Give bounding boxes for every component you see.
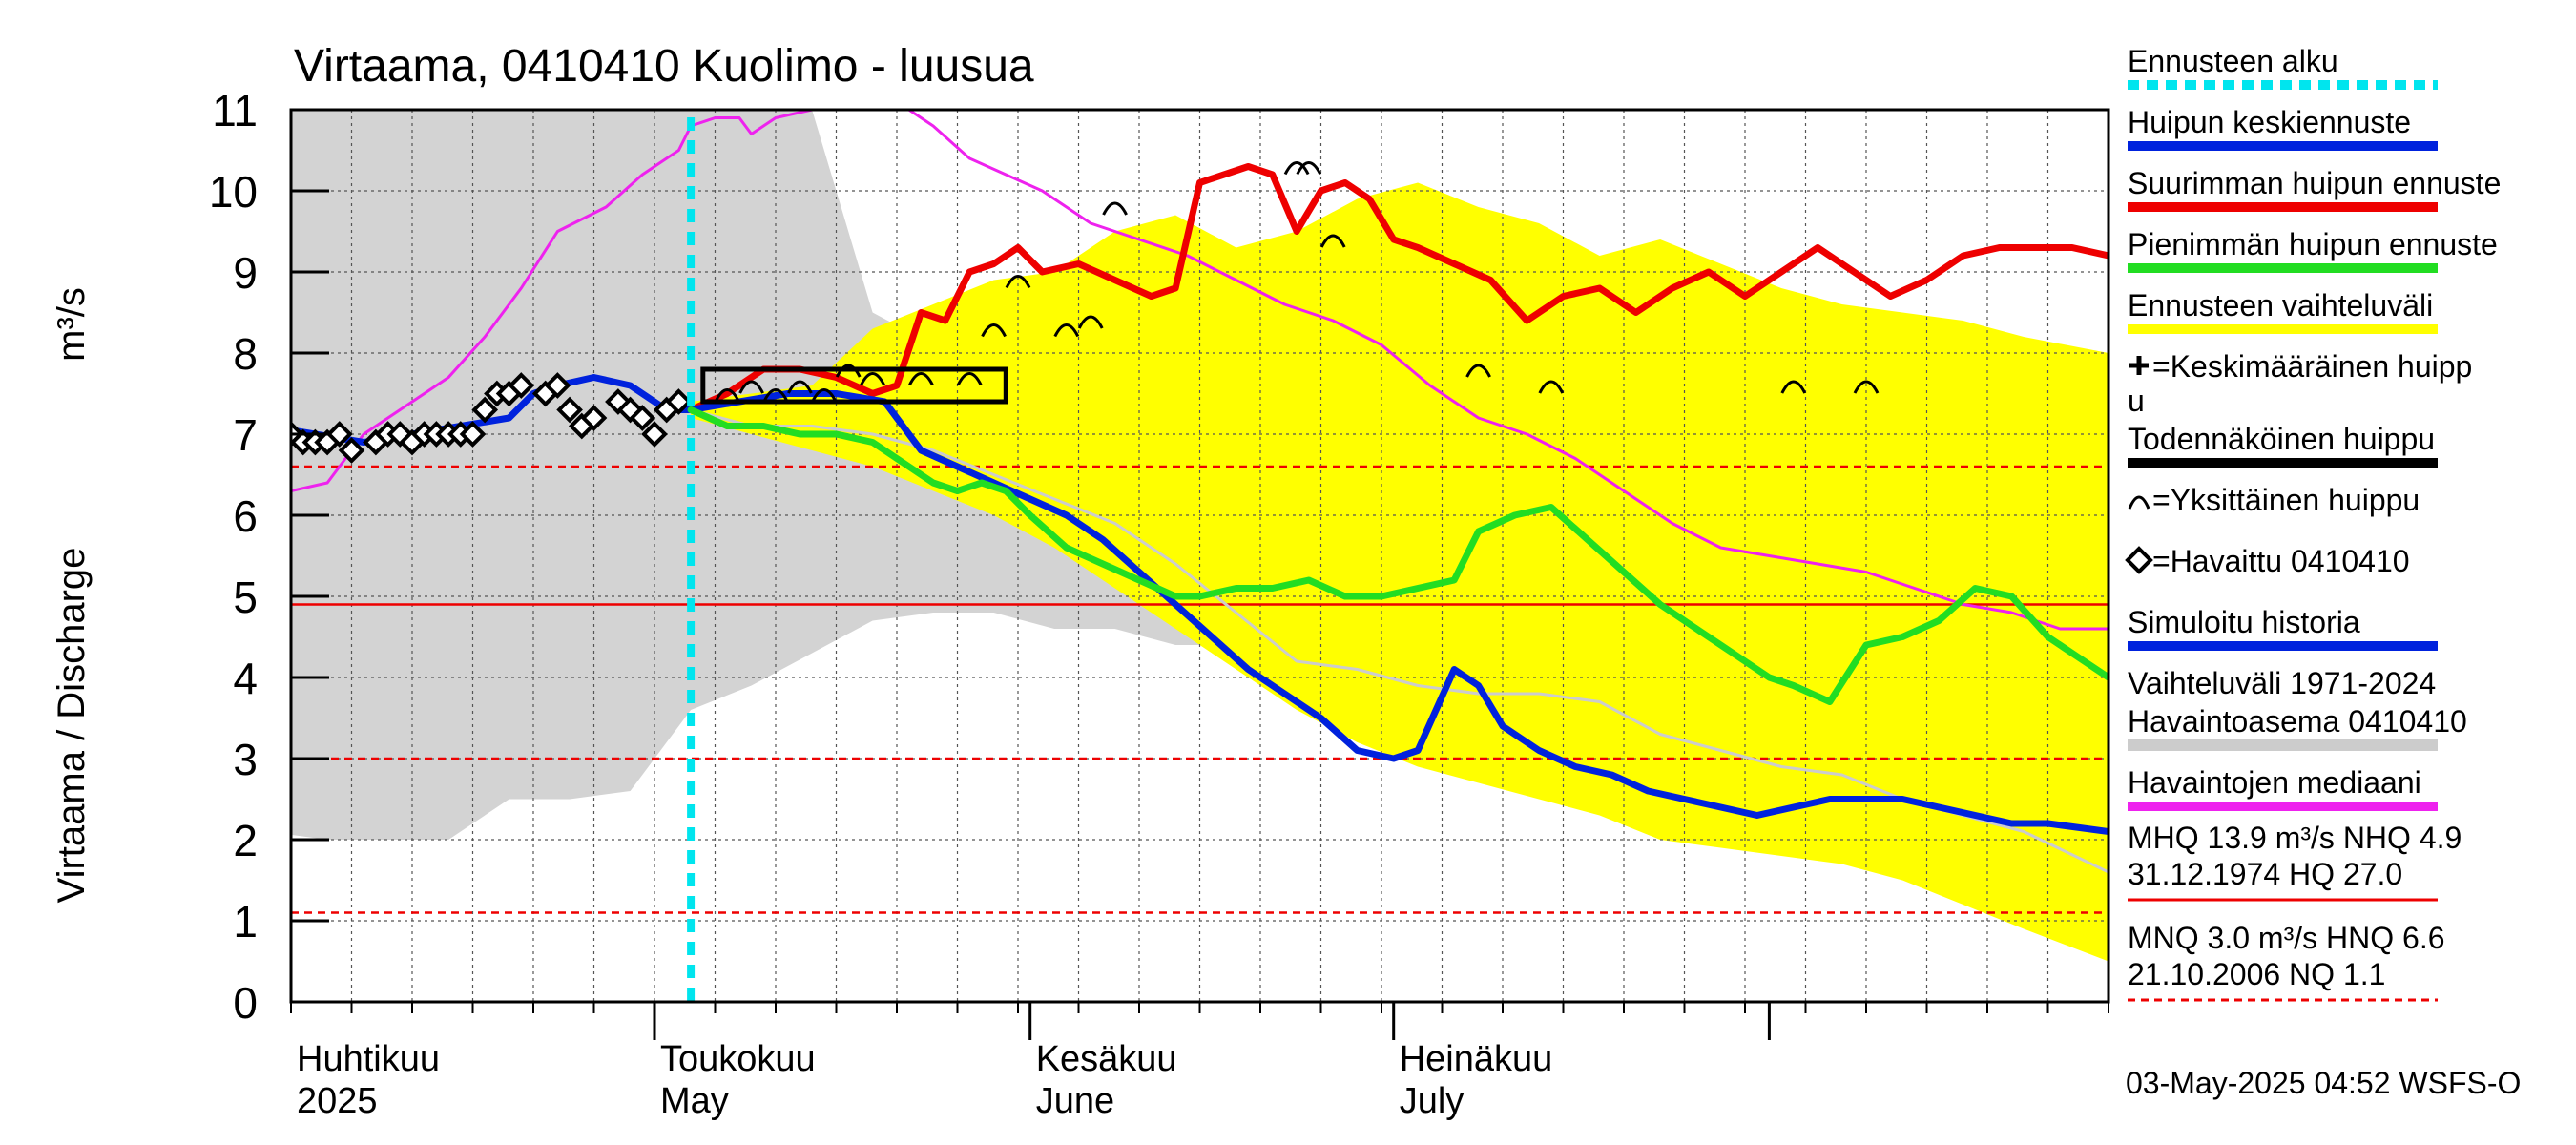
single-peak-marker [762,388,789,403]
observed-point [544,372,571,399]
legend-plus-symbol [2129,356,2149,375]
legend: Ennusteen alku Huipun keskiennuste Suurimm… [2125,44,2501,1002]
observed-point [471,396,499,424]
x-month-label: Huhtikuu [297,1039,440,1079]
legend-label: Huipun keskiennuste [2128,105,2411,139]
series-line-3 [291,374,2109,835]
y-tick-label: 10 [209,167,258,217]
series-line-4 [687,406,2109,705]
single-peak-marker [787,380,813,394]
chart-title: Virtaama, 0410410 Kuolimo - luusua [294,41,1034,92]
y-tick-label: 9 [233,248,258,298]
single-peak-marker [811,388,838,403]
x-month-sublabel: May [660,1081,729,1121]
stats-line: MHQ 13.9 m³/s NHQ 4.9 [2128,821,2462,855]
legend-label-line2: u [2128,384,2145,418]
single-peak-marker [1296,161,1322,176]
plot-area [257,110,2109,1008]
legend-label: Ennusteen alku [2128,44,2338,78]
observed-point [325,421,353,448]
single-peak-marker [956,372,983,386]
single-peak-marker [835,364,862,378]
legend-label: =Keskimääräinen huipp [2152,349,2472,384]
single-peak-marker [738,380,764,394]
observed-point [459,421,487,448]
legend-label: =Havaittu 0410410 [2152,544,2410,578]
y-tick-label: 11 [212,86,258,135]
single-peak-marker [1005,275,1031,289]
legend-label: Suurimman huipun ennuste [2128,166,2501,200]
single-peak-marker [1538,380,1565,394]
single-peak-marker [1077,315,1104,329]
single-peak-marker [1102,201,1128,216]
y-tick-label: 2 [233,816,258,865]
observed-point [556,396,583,424]
forecast-range-band [691,182,2109,962]
y-tick-label: 7 [233,410,258,460]
y-tick-label: 6 [233,491,258,541]
observed-point [641,421,668,448]
x-month-sublabel: July [1400,1081,1465,1121]
single-peak-marker [1053,323,1080,338]
observed-point [665,388,693,415]
y-tick-label: 1 [233,897,258,947]
single-peak-marker [714,388,740,403]
observed-point [338,437,365,464]
legend-label: Todennäköinen huippu [2128,422,2435,456]
legend-label: =Yksittäinen huippu [2152,483,2420,517]
single-peak-marker [1853,380,1880,394]
single-peak-marker [1283,161,1310,176]
observed-point [257,440,278,461]
single-peak-marker [1319,234,1346,248]
series-line-0 [291,110,2109,631]
x-month-sublabel: June [1036,1081,1114,1121]
x-month-label: Toukokuu [660,1039,816,1079]
single-peak-marker [908,372,934,386]
y-tick-label: 0 [233,978,258,1028]
y-tick-label: 8 [233,329,258,379]
plot-clip-group [257,110,2109,1002]
single-peak-marker [1465,364,1491,378]
legend-label: Simuloitu historia [2128,605,2360,639]
y-axis-label: Virtaama / Discharge [51,548,93,904]
legend-label-line2: Havaintoasema 0410410 [2128,704,2467,739]
stats-line: 21.10.2006 NQ 1.1 [2128,957,2385,991]
single-peak-marker [860,372,885,386]
series-line-2 [687,163,2109,413]
observed-point [629,405,656,431]
y-tick-label: 3 [233,735,258,784]
observed-point [580,405,608,431]
single-peak-marker [1780,380,1807,394]
footer-timestamp: 03-May-2025 04:52 WSFS-O [2126,1066,2521,1100]
single-peak-marker [981,323,1007,338]
stats-line: MNQ 3.0 m³/s HNQ 6.6 [2128,921,2445,955]
x-month-label: Heinäkuu [1400,1039,1553,1079]
x-month-label: Kesäkuu [1036,1039,1177,1079]
legend-label: Havaintojen mediaani [2128,765,2421,800]
legend-diamond-symbol [2125,546,2153,574]
y-tick-label: 5 [233,572,258,622]
legend-label: Ennusteen vaihteluväli [2128,288,2433,323]
stats-line: 31.12.1974 HQ 27.0 [2128,857,2402,891]
legend-arc-symbol [2128,495,2150,510]
x-month-sublabel: 2025 [297,1081,378,1121]
legend-label: Vaihteluväli 1971-2024 [2128,666,2436,700]
y-tick-label: 4 [233,654,258,703]
y-axis-unit: m³/s [51,287,93,362]
legend-label: Pienimmän huipun ennuste [2128,227,2498,261]
observed-point [508,372,535,399]
